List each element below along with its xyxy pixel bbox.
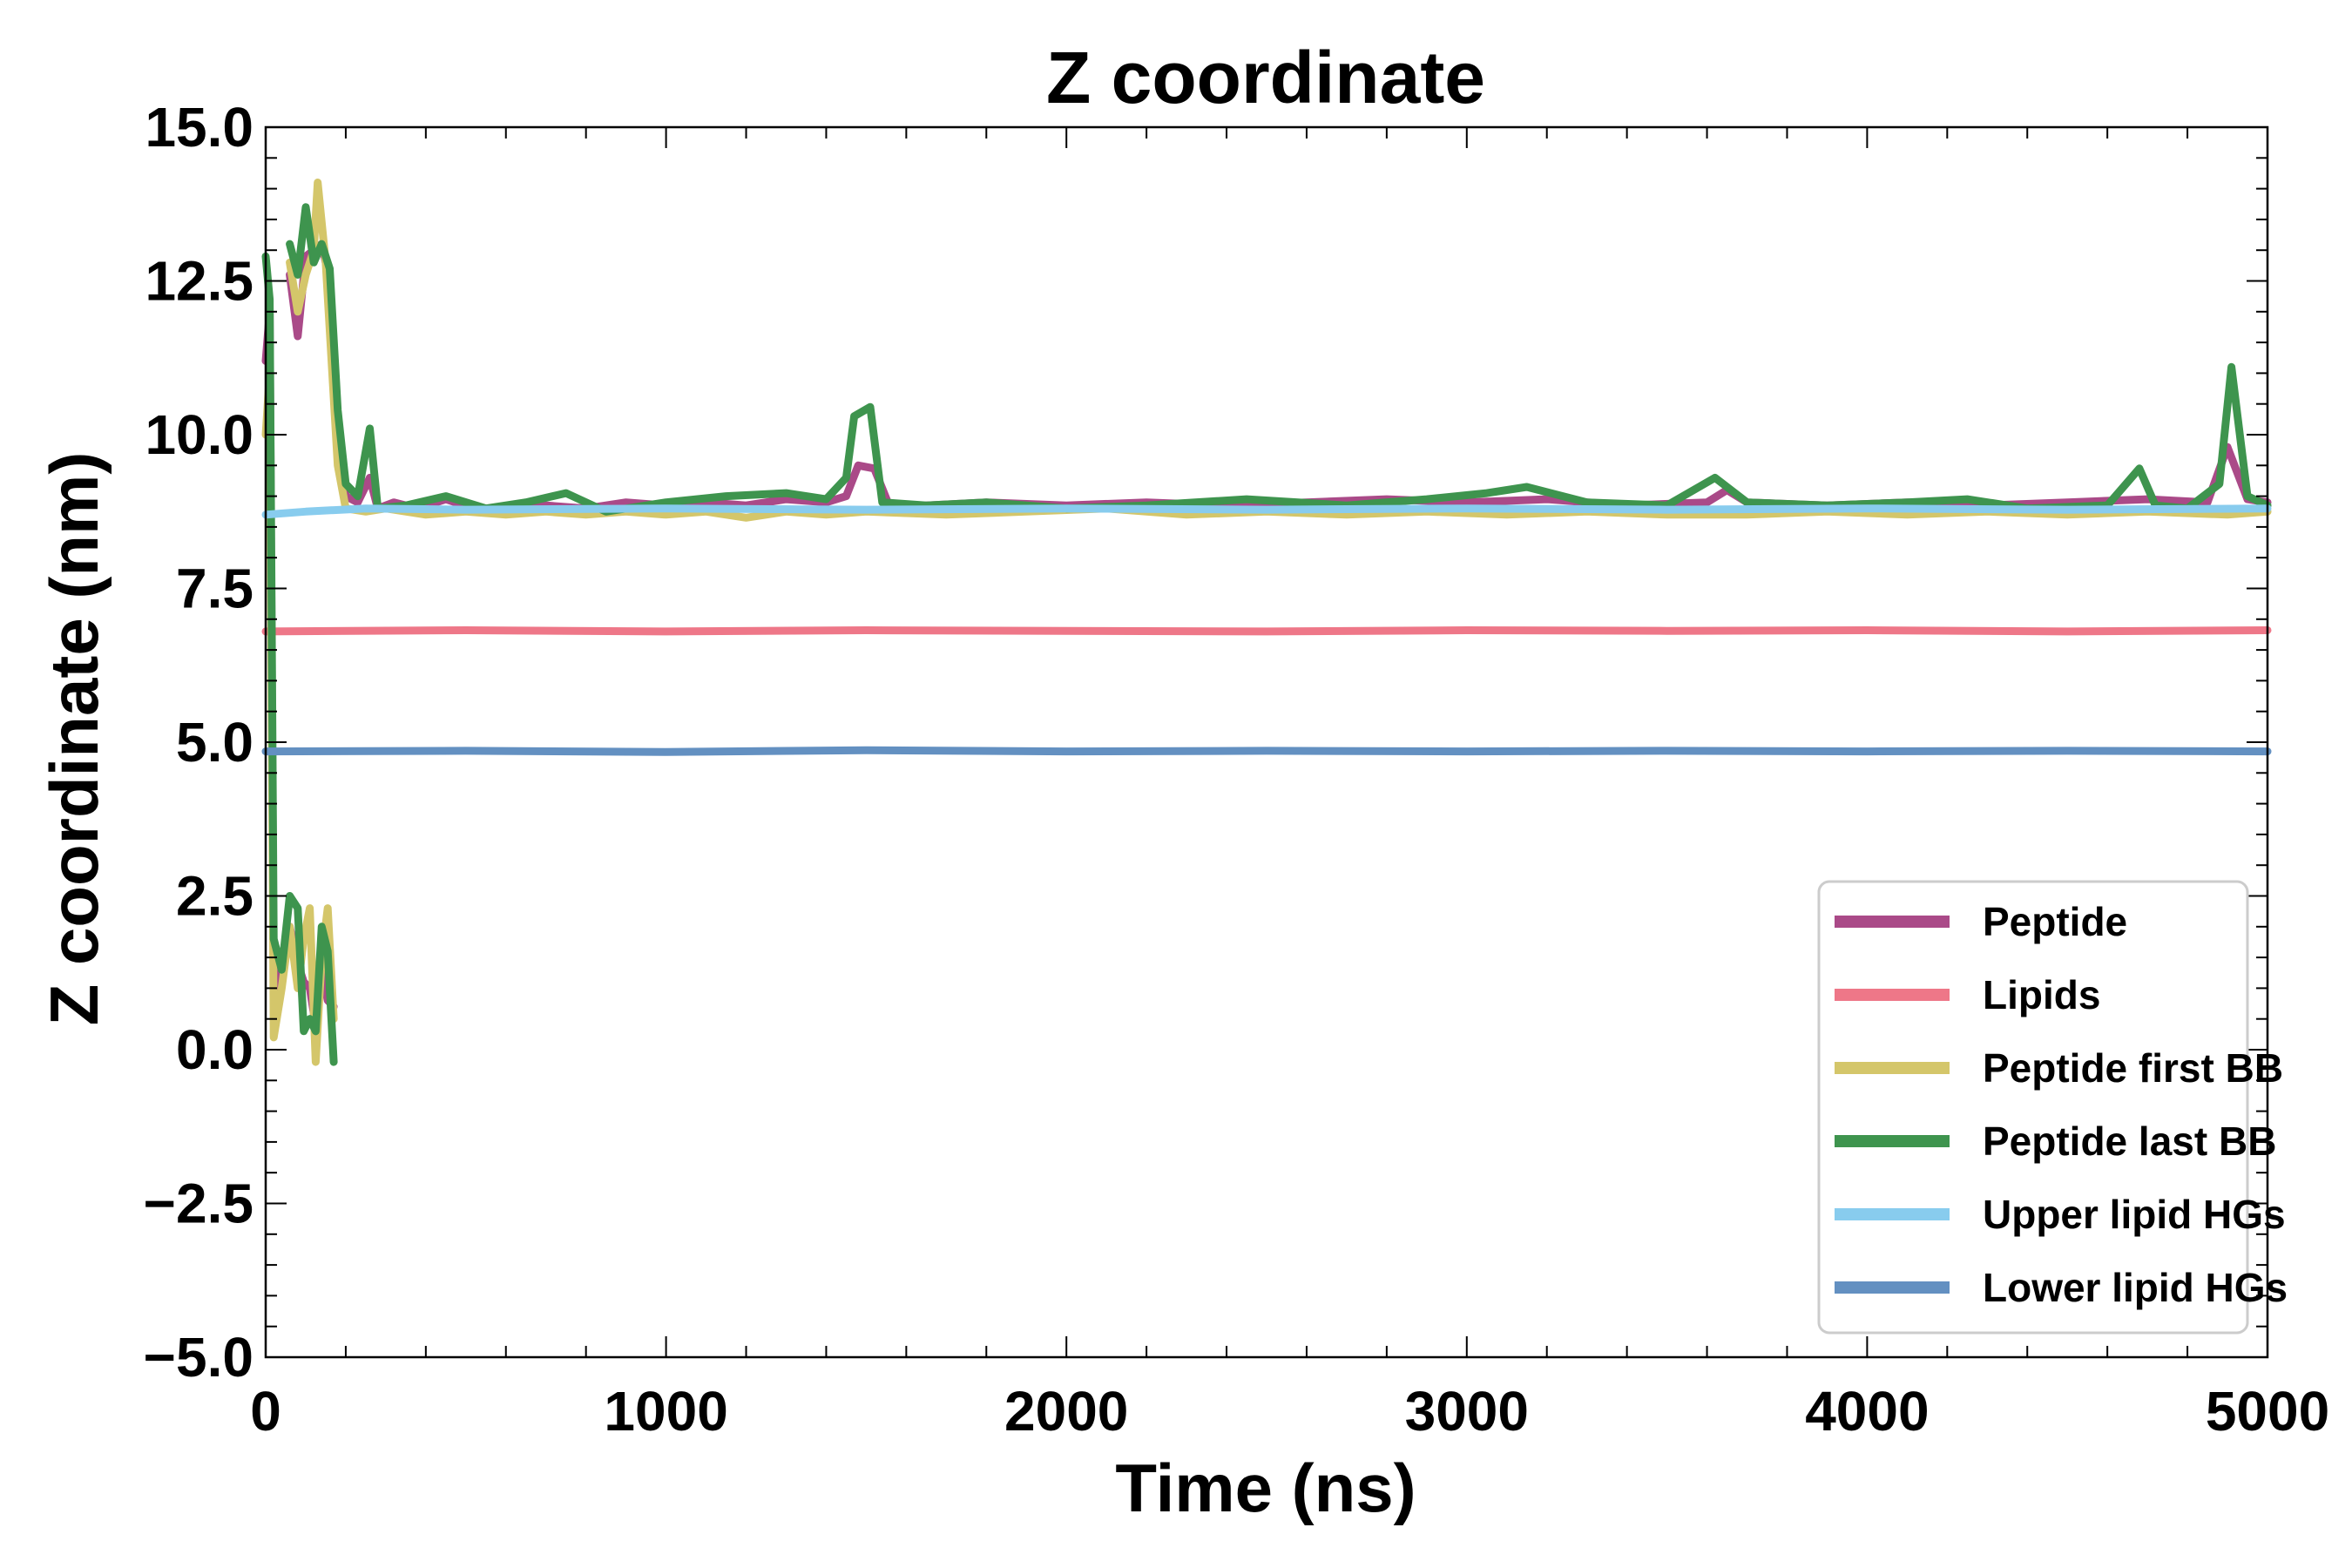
legend-label-0: Peptide xyxy=(1983,899,2127,944)
y-axis-label: Z coordinate (nm) xyxy=(36,452,112,1026)
x-tick-label: 5000 xyxy=(2206,1380,2329,1443)
y-tick-label: 12.5 xyxy=(145,250,253,313)
y-tick-label: 15.0 xyxy=(145,96,253,159)
x-tick-label: 0 xyxy=(250,1380,281,1443)
y-tick-label: −5.0 xyxy=(144,1326,253,1389)
chart-title: Z coordinate xyxy=(1046,37,1485,118)
series-line-4 xyxy=(261,504,2272,519)
x-axis-label: Time (ns) xyxy=(1115,1450,1416,1526)
y-tick-label: 7.5 xyxy=(176,558,253,620)
legend-label-3: Peptide last BB xyxy=(1983,1119,2276,1164)
y-tick-label: 0.0 xyxy=(176,1018,253,1081)
plot-frame xyxy=(264,125,2269,1359)
legend: Peptide Lipids Peptide first BB Peptide las… xyxy=(1817,880,2288,1335)
x-tick-label: 2000 xyxy=(1004,1380,1128,1443)
series-line-1 xyxy=(261,626,2272,636)
legend-label-2: Peptide first BB xyxy=(1983,1045,2283,1091)
series-layer xyxy=(261,179,2272,1066)
legend-label-5: Lower lipid HGs xyxy=(1983,1265,2288,1310)
legend-label-4: Upper lipid HGs xyxy=(1983,1192,2286,1237)
legend-label-1: Lipids xyxy=(1983,972,2100,1017)
y-tick-label: 10.0 xyxy=(145,403,253,466)
x-tick-label: 4000 xyxy=(1805,1380,1929,1443)
series-line-5 xyxy=(261,746,2272,756)
y-tick-label: −2.5 xyxy=(144,1173,253,1235)
y-tick-label: 2.5 xyxy=(176,865,253,928)
x-tick-label: 3000 xyxy=(1405,1380,1529,1443)
ticks-layer: 0 1000 2000 3000 4000 5000 −5.0 −2.5 0.0 2.5 5.0 7.… xyxy=(144,96,2330,1443)
y-tick-label: 5.0 xyxy=(176,711,253,774)
x-tick-label: 1000 xyxy=(604,1380,727,1443)
